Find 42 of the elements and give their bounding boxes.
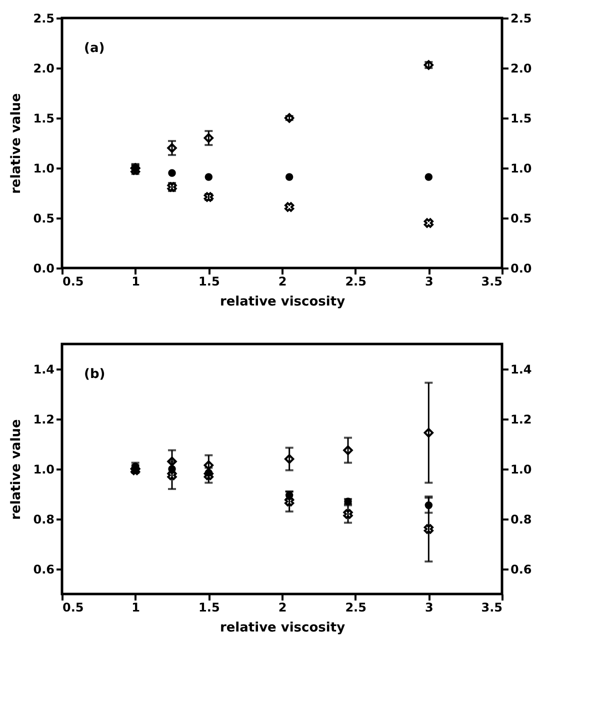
x-tick-label: 2 (278, 600, 287, 614)
y2-tick-label: 0.0 (510, 262, 532, 276)
y-tick-label: 0.5 (33, 212, 54, 226)
y2-tick-label: 0.5 (510, 212, 532, 226)
y-tick-label: 0.6 (33, 562, 54, 576)
x-tick-label: 0.5 (62, 274, 84, 288)
y-tick-label: 2.5 (33, 12, 54, 26)
x-axis-title: relative viscosity (220, 294, 346, 310)
y2-tick-label: 1.0 (510, 462, 532, 476)
y-tick-label: 0.0 (33, 262, 54, 276)
y-tick-label: 1.0 (33, 162, 54, 176)
y-tick-label: 1.2 (33, 412, 54, 426)
x-tick-label: 3 (424, 274, 434, 288)
x-tick-label: 2.5 (345, 274, 366, 288)
y2-tick-label: 0.6 (510, 562, 532, 576)
x-tick-label: 3.5 (481, 600, 502, 614)
y2-tick-label: 1.0 (510, 162, 532, 176)
y-axis-title: relative value (9, 418, 24, 520)
y2-tick-label: 2.5 (510, 12, 532, 26)
x-tick-label: 0.5 (62, 600, 84, 614)
x-tick-label: 1.5 (198, 600, 220, 614)
y2-tick-label: 2.0 (510, 62, 532, 76)
x-tick-label: 1 (132, 274, 140, 288)
y-tick-label: 1.4 (33, 362, 54, 376)
y-tick-label: 2.0 (33, 62, 54, 76)
annotation: (a) (84, 41, 105, 56)
x-tick-label: 1 (132, 600, 140, 614)
annotation: (b) (84, 367, 106, 382)
y2-tick-label: 1.2 (510, 412, 532, 426)
y2-tick-label: 0.8 (510, 512, 532, 526)
y-tick-label: 1.0 (33, 462, 54, 476)
x-tick-label: 2.5 (345, 600, 366, 614)
y-tick-label: 0.8 (33, 512, 54, 526)
y2-tick-label: 1.4 (510, 362, 532, 376)
x-tick-label: 3 (424, 600, 434, 614)
y-tick-label: 1.5 (33, 112, 54, 126)
x-tick-label: 3.5 (481, 274, 502, 288)
x-tick-label: 2 (278, 274, 287, 288)
y-axis-title: relative value (9, 92, 24, 194)
x-axis-title: relative viscosity (220, 620, 346, 636)
y2-tick-label: 1.5 (510, 112, 532, 126)
x-tick-label: 1.5 (198, 274, 220, 288)
